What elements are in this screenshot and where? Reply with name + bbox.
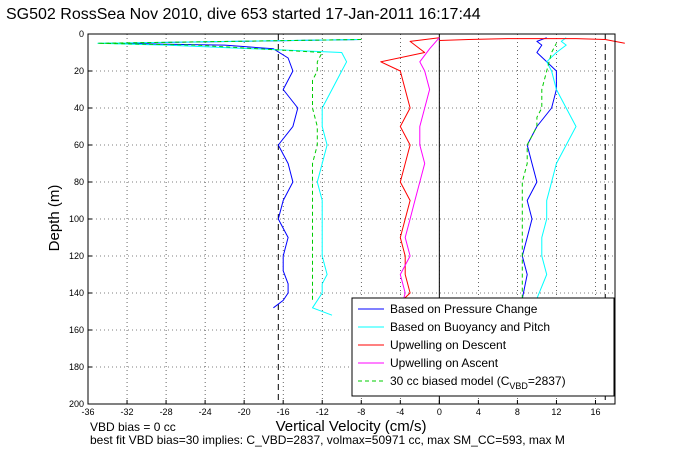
series-0-descent-line — [107, 39, 362, 309]
x-axis-label: Vertical Velocity (cm/s) — [276, 418, 427, 435]
legend-label: Based on Buoyancy and Pitch — [390, 320, 550, 334]
series-4-ascent-line — [521, 43, 557, 299]
x-tick-label: -28 — [160, 407, 173, 417]
chart-title: SG502 RossSea Nov 2010, dive 653 started… — [6, 6, 481, 23]
y-tick-label: 120 — [69, 251, 84, 261]
y-tick-label: 180 — [69, 362, 84, 372]
x-tick-label: -4 — [396, 407, 404, 417]
series-1-descent-line — [97, 39, 362, 316]
x-tick-label: -12 — [316, 407, 329, 417]
x-tick-label: 16 — [590, 407, 600, 417]
y-axis-label: Depth (m) — [46, 185, 63, 252]
series-2-line — [380, 37, 440, 322]
y-tick-label: 80 — [74, 177, 84, 187]
series-1-ascent-line — [536, 37, 577, 299]
x-tick-label: -24 — [199, 407, 212, 417]
y-tick-label: 160 — [69, 325, 84, 335]
footer-line-1: VBD bias = 0 cc — [90, 420, 176, 434]
legend-box — [351, 297, 615, 397]
series-2-surface-spike — [439, 38, 625, 44]
y-tick-label: 20 — [74, 66, 84, 76]
legend-label: Upwelling on Ascent — [390, 356, 499, 370]
x-tick-label: -36 — [81, 407, 94, 417]
x-tick-label: 8 — [515, 407, 520, 417]
series-lines — [97, 37, 625, 322]
x-tick-label: -20 — [238, 407, 251, 417]
legend: Based on Pressure Change Based on Buoyanc… — [351, 297, 615, 397]
y-tick-label: 60 — [74, 140, 84, 150]
x-axis-ticks: -36 -32 -28 -24 -20 -16 -12 -8 -4 0 4 8 12 16 — [81, 400, 600, 417]
y-tick-label: 140 — [69, 288, 84, 298]
series-3-line — [399, 37, 440, 312]
x-tick-label: -8 — [357, 407, 365, 417]
x-tick-label: -16 — [277, 407, 290, 417]
x-tick-label: 4 — [476, 407, 481, 417]
x-tick-label: -32 — [121, 407, 134, 417]
y-tick-label: 0 — [79, 29, 84, 39]
y-tick-label: 100 — [69, 214, 84, 224]
legend-label: Upwelling on Descent — [390, 338, 507, 352]
legend-label: Based on Pressure Change — [390, 302, 538, 316]
y-axis-ticks: 0 20 40 60 80 100 120 140 160 180 200 — [69, 29, 92, 409]
x-tick-label: 12 — [551, 407, 561, 417]
y-tick-label: 200 — [69, 399, 84, 409]
series-4-descent-line — [97, 39, 362, 303]
y-tick-label: 40 — [74, 103, 84, 113]
x-tick-label: 0 — [437, 407, 442, 417]
footer-line-2: best fit VBD bias=30 implies: C_VBD=2837… — [90, 433, 565, 447]
legend-label: 30 cc biased model (CVBD=2837) — [390, 374, 566, 391]
